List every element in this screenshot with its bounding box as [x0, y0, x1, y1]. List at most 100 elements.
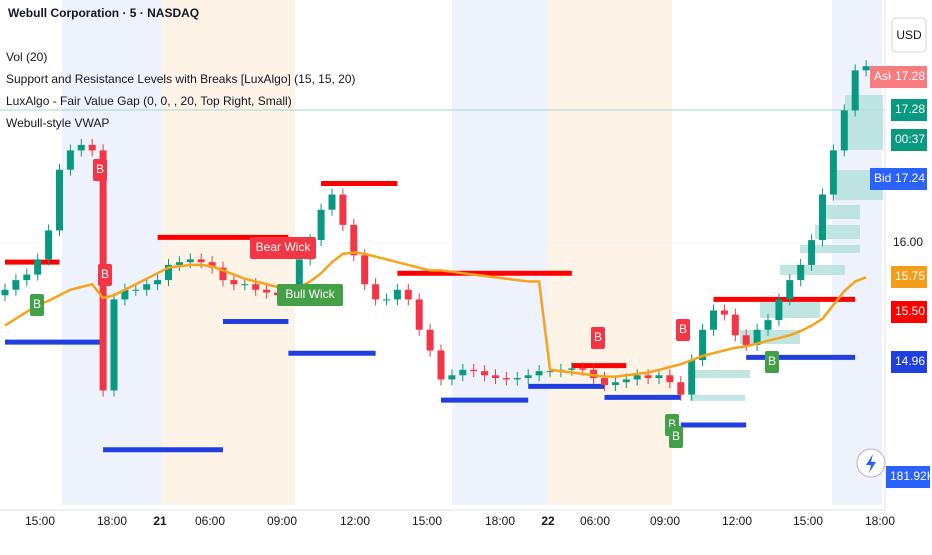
candle-body: [328, 194, 336, 210]
candle-body: [121, 289, 129, 300]
x-tick-label: 18:00: [97, 514, 127, 528]
price-label: 15.75: [895, 269, 925, 283]
price-label: Bid: [874, 171, 891, 185]
signal-label: B: [594, 330, 602, 344]
price-label: 17.24: [895, 171, 925, 185]
candle-body: [1, 289, 9, 296]
legend-item: Support and Resistance Levels with Break…: [6, 72, 356, 86]
x-tick-label: 09:00: [650, 514, 680, 528]
price-label-box: [870, 168, 896, 190]
candle-body: [241, 284, 249, 286]
candle-body: [513, 378, 521, 380]
candle-body: [622, 379, 630, 383]
candle-body: [720, 310, 728, 315]
signal-label: B: [679, 322, 687, 336]
candle-body: [677, 382, 685, 395]
x-tick-label: 21: [153, 514, 167, 528]
candle-body: [88, 144, 96, 151]
candle-body: [219, 267, 227, 281]
currency-button[interactable]: [891, 17, 927, 53]
x-tick-label: 22: [541, 514, 555, 528]
signal-label: B: [672, 429, 680, 443]
price-label-box: [891, 66, 927, 88]
candle-body: [481, 371, 489, 376]
candle-body: [710, 310, 717, 330]
price-label-box: [891, 301, 927, 323]
candle-body: [317, 209, 325, 241]
candle-body: [361, 255, 369, 285]
vwap-line: [4, 251, 867, 378]
candle-body: [819, 194, 826, 241]
candle-body: [568, 368, 576, 370]
signal-box: [277, 284, 343, 306]
candle-body: [797, 264, 805, 281]
candle-body: [688, 360, 696, 395]
candle-body: [448, 375, 456, 380]
candle-body: [393, 289, 401, 300]
currency-label[interactable]: USD: [896, 28, 922, 42]
signal-box: [93, 159, 107, 181]
candle-body: [470, 369, 478, 372]
candle-body: [601, 378, 608, 385]
candle-body: [851, 70, 859, 111]
price-label: 17.28: [895, 102, 925, 116]
candle-body: [808, 240, 816, 265]
alert-bolt: [866, 454, 876, 473]
candle-body: [775, 299, 783, 321]
candle-body: [175, 262, 183, 265]
candle-body: [546, 371, 554, 373]
y-tick-label: 16.00: [893, 235, 923, 249]
price-label: 00:37: [895, 132, 925, 146]
signal-box: [765, 351, 779, 373]
candle-body: [208, 262, 216, 268]
price-label: 181.92K: [890, 469, 932, 483]
candle-body: [263, 289, 271, 293]
candle-body: [666, 375, 674, 383]
price-label-box: [870, 66, 896, 88]
candle-body: [699, 329, 707, 361]
candle-body: [350, 224, 358, 256]
signal-label: B: [96, 162, 104, 176]
candle-body: [492, 375, 499, 379]
signal-label: B: [33, 297, 41, 311]
candle-body: [862, 66, 870, 71]
candle-body: [383, 299, 390, 301]
candle-body: [590, 369, 598, 379]
price-label-box: [891, 168, 927, 190]
price-label-box: [891, 266, 927, 288]
price-label-box: [886, 466, 930, 488]
candle-body: [66, 150, 74, 170]
candle-body: [633, 375, 641, 380]
candle-body: [197, 259, 205, 263]
candle-body: [404, 289, 412, 300]
candle-body: [829, 150, 837, 195]
signal-label: Bull Wick: [285, 287, 335, 301]
session-band: [452, 0, 548, 505]
candle-body: [524, 375, 532, 379]
x-tick-label: 15:00: [412, 514, 442, 528]
candle-body: [154, 280, 162, 285]
price-label: 15.50: [895, 304, 925, 318]
price-label-box: [891, 351, 927, 373]
candle-body: [611, 382, 619, 385]
signal-label: B: [668, 417, 676, 431]
x-tick-label: 18:00: [485, 514, 515, 528]
candle-body: [764, 320, 772, 330]
signal-box: [98, 264, 112, 286]
price-label: Ask: [874, 69, 895, 83]
x-tick-label: 12:00: [722, 514, 752, 528]
signal-label: B: [101, 267, 109, 281]
candle-body: [186, 259, 194, 263]
signal-box: [669, 426, 683, 448]
x-tick-label: 09:00: [267, 514, 297, 528]
x-tick-label: 15:00: [793, 514, 823, 528]
legend-item: Vol (20): [6, 50, 47, 64]
price-label: 14.96: [895, 354, 925, 368]
candle-body: [535, 371, 543, 376]
candle-body: [437, 350, 445, 380]
candle-body: [840, 110, 848, 151]
signal-box: [676, 319, 690, 341]
candle-body: [339, 194, 347, 225]
candle-body: [56, 169, 63, 231]
